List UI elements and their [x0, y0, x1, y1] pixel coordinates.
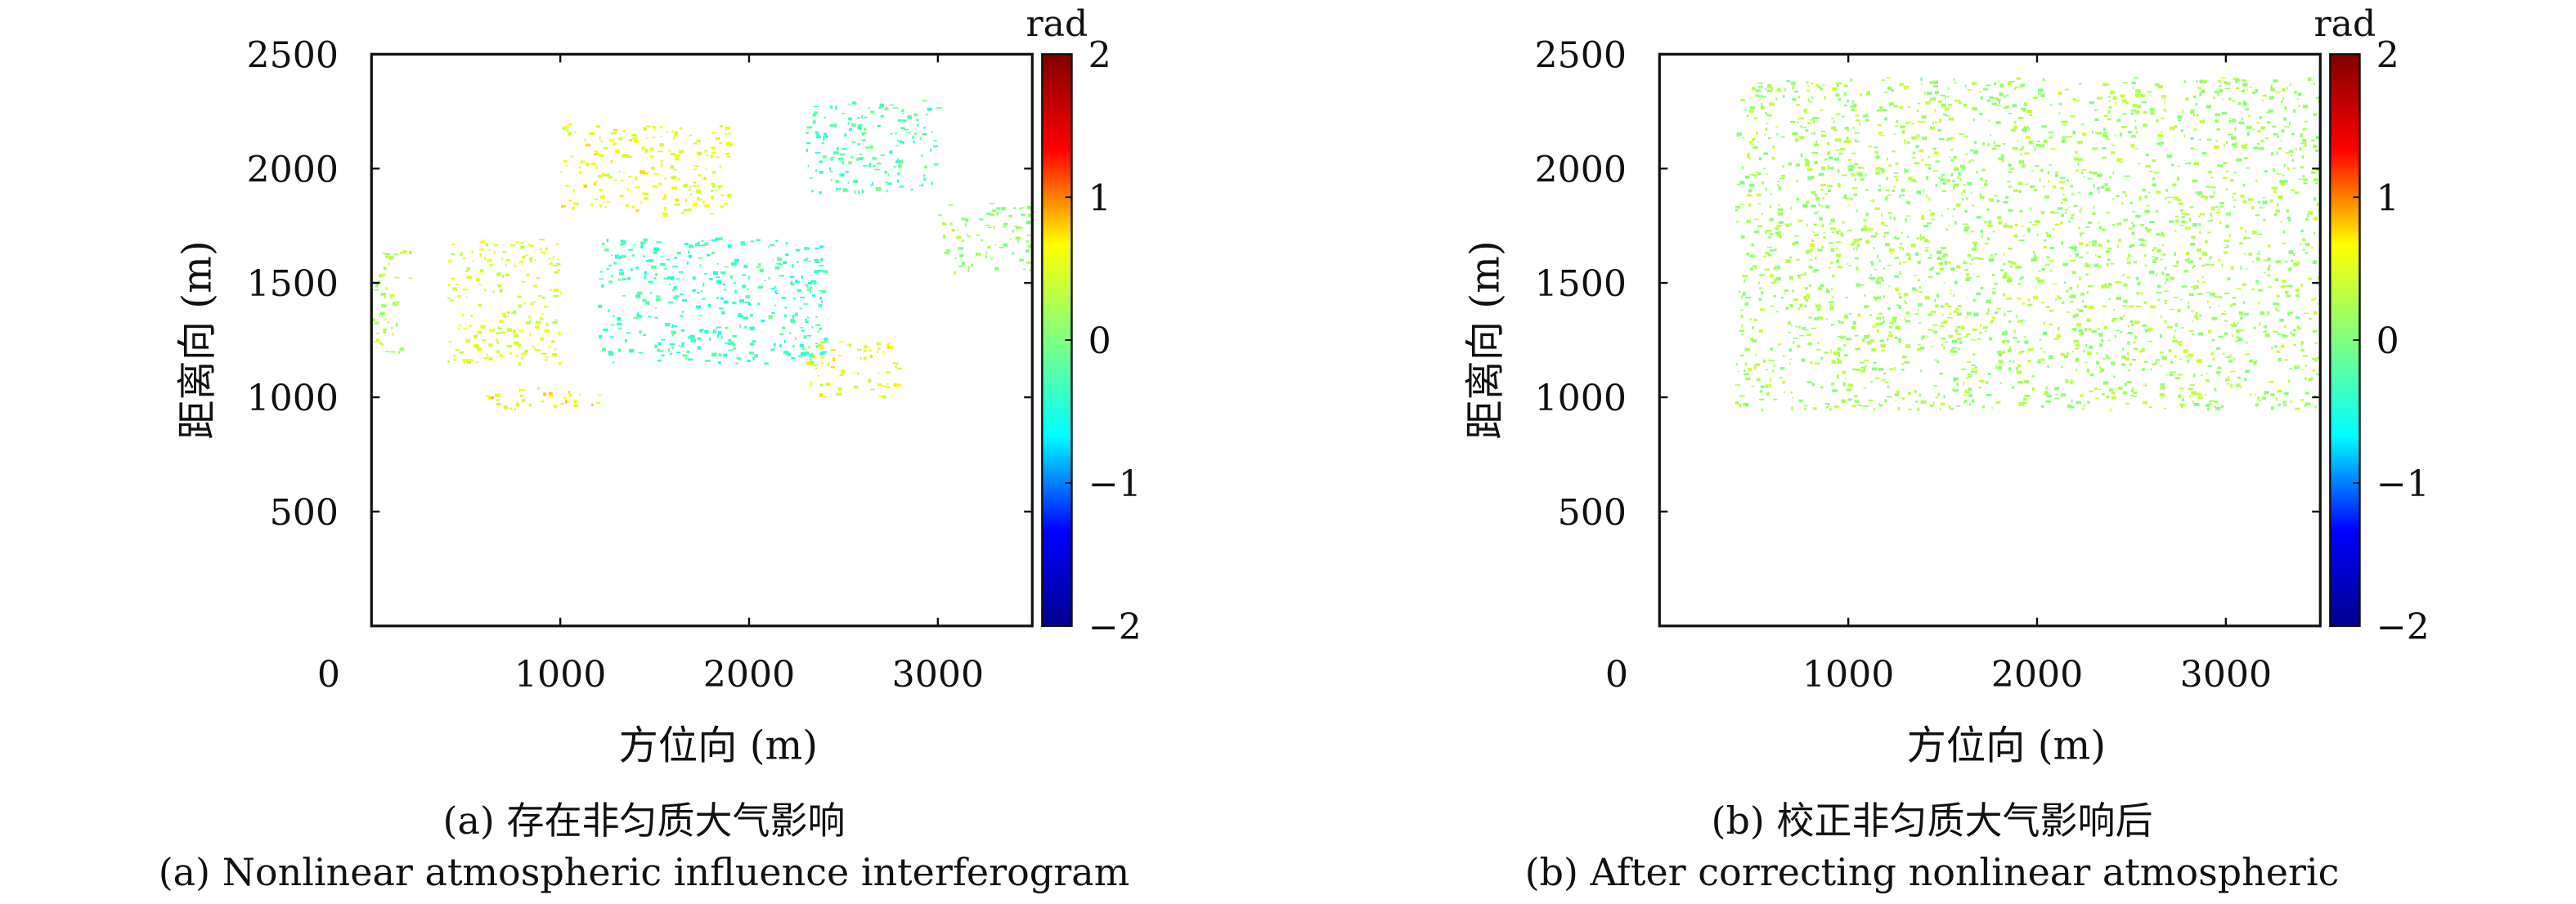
plot-area: [371, 54, 1033, 626]
y-tick-label: 1000: [1535, 378, 1627, 419]
x-axis-label: 方位向 (m): [1907, 723, 2106, 769]
colorbar-tick-label: 0: [2376, 320, 2399, 362]
colorbar-label: rad: [2314, 3, 2376, 45]
y-tick-label: 500: [270, 492, 339, 534]
colorbar-tick-label: −2: [2376, 606, 2430, 648]
y-tick-label: 2000: [1535, 149, 1627, 190]
y-tick-label: 500: [1558, 492, 1627, 534]
y-tick-label: 2000: [247, 149, 339, 190]
x-tick-label: 1000: [1802, 654, 1895, 696]
x-tick-label: 2000: [703, 654, 796, 696]
data-region-1: [447, 239, 562, 366]
colorbar-tick-label: −1: [2376, 463, 2430, 505]
colorbar-tick-label: 2: [2376, 34, 2399, 76]
colorbar-label: rad: [1026, 3, 1088, 45]
colorbar-tick-label: 1: [2376, 177, 2399, 219]
axes-frame: [1658, 52, 2322, 628]
caption-b-en: (b) After correcting nonlinear atmospher…: [1524, 850, 2340, 894]
y-tick-label: 1500: [1535, 263, 1627, 305]
data-speckles: [1735, 77, 2321, 412]
x-axis-label: 方位向 (m): [619, 723, 818, 769]
caption-b-zh: (b) 校正非匀质大气影响后: [1711, 799, 2153, 843]
panel-a: 0 1000 2000 3000 500 1000 1500 2000 2500 方位向 (m) 距…: [158, 3, 1142, 894]
colorbar-tick-label: 0: [1088, 320, 1111, 362]
y-tick-label: 1500: [247, 263, 339, 305]
data-region-3: [806, 100, 942, 195]
colorbar-tick-label: 1: [1088, 177, 1111, 219]
colorbar-tick-label: −1: [1088, 463, 1142, 505]
chart-b-svg: 0 1000 2000 3000 500 1000 1500 2000 2500 方位向 (m) 距…: [1462, 3, 2430, 768]
y-tick-label: 1000: [247, 378, 339, 419]
caption-a-zh: (a) 存在非匀质大气影响: [442, 799, 846, 843]
x-tick-label: 2000: [1991, 654, 2084, 696]
x-tick-label: 3000: [892, 654, 985, 696]
panel-b: 0 1000 2000 3000 500 1000 1500 2000 2500 方位向 (m) 距…: [1288, 0, 2576, 904]
data-region-6: [806, 341, 903, 399]
data-region-0: [560, 123, 734, 217]
data-speckles: [371, 100, 1033, 410]
y-tick-label: 2500: [1535, 34, 1627, 76]
x-tick-label: 1000: [514, 654, 607, 696]
colorbar-tick-label: −2: [1088, 606, 1142, 648]
data-region-7: [371, 250, 412, 354]
chart-a-svg: 0 1000 2000 3000 500 1000 1500 2000 2500 方位向 (m) 距…: [174, 3, 1142, 768]
chart-group: 0 1000 2000 3000 500 1000 1500 2000 2500 方位向 (m) 距…: [174, 3, 1142, 768]
caption-a-en: (a) Nonlinear atmospheric influence inte…: [158, 850, 1130, 894]
data-region-5: [486, 387, 602, 410]
chart-group: 0 1000 2000 3000 500 1000 1500 2000 2500 方位向 (m) 距…: [1462, 3, 2430, 768]
data-region-2: [598, 237, 828, 365]
x-tick-label: 0: [1605, 654, 1628, 696]
y-axis-label: 距离向 (m): [174, 240, 220, 439]
colorbar-tick-label: 2: [1088, 34, 1111, 76]
data-region-0: [1735, 77, 2321, 412]
axes-frame: [370, 52, 1034, 628]
x-tick-label: 0: [317, 654, 340, 696]
y-axis-label: 距离向 (m): [1462, 240, 1508, 439]
x-tick-label: 3000: [2180, 654, 2273, 696]
y-tick-label: 2500: [247, 34, 339, 76]
